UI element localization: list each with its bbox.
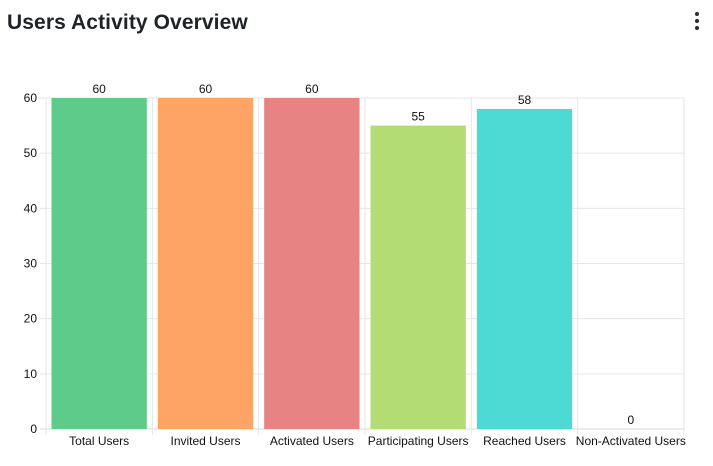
more-options-icon[interactable]	[688, 10, 706, 32]
bar-value-label: 60	[305, 82, 319, 96]
bar-value-label: 60	[92, 82, 106, 96]
chart-title: Users Activity Overview	[7, 11, 248, 34]
bar-total-users[interactable]	[51, 98, 147, 429]
bar-value-label: 0	[627, 413, 634, 427]
x-tick-label: Reached Users	[483, 434, 566, 448]
x-tick-label: Non-Activated Users	[576, 434, 686, 448]
bar-invited-users[interactable]	[157, 98, 254, 429]
y-tick-label: 0	[30, 422, 37, 436]
y-tick-label: 20	[24, 312, 38, 326]
y-tick-label: 30	[24, 257, 38, 271]
bar-value-label: 58	[518, 93, 532, 107]
x-tick-label: Participating Users	[368, 434, 469, 448]
bar-reached-users[interactable]	[476, 109, 573, 430]
bar-value-label: 60	[199, 82, 213, 96]
x-tick-label: Total Users	[69, 434, 129, 448]
y-tick-label: 10	[24, 367, 38, 381]
bar-value-label: 55	[411, 110, 425, 124]
y-tick-label: 40	[24, 201, 38, 215]
bar-activated-users[interactable]	[264, 98, 360, 429]
y-tick-label: 60	[24, 91, 38, 105]
y-tick-label: 50	[24, 146, 38, 160]
bar-participating-users[interactable]	[370, 125, 466, 429]
x-tick-label: Activated Users	[270, 434, 354, 448]
x-tick-label: Invited Users	[170, 434, 240, 448]
